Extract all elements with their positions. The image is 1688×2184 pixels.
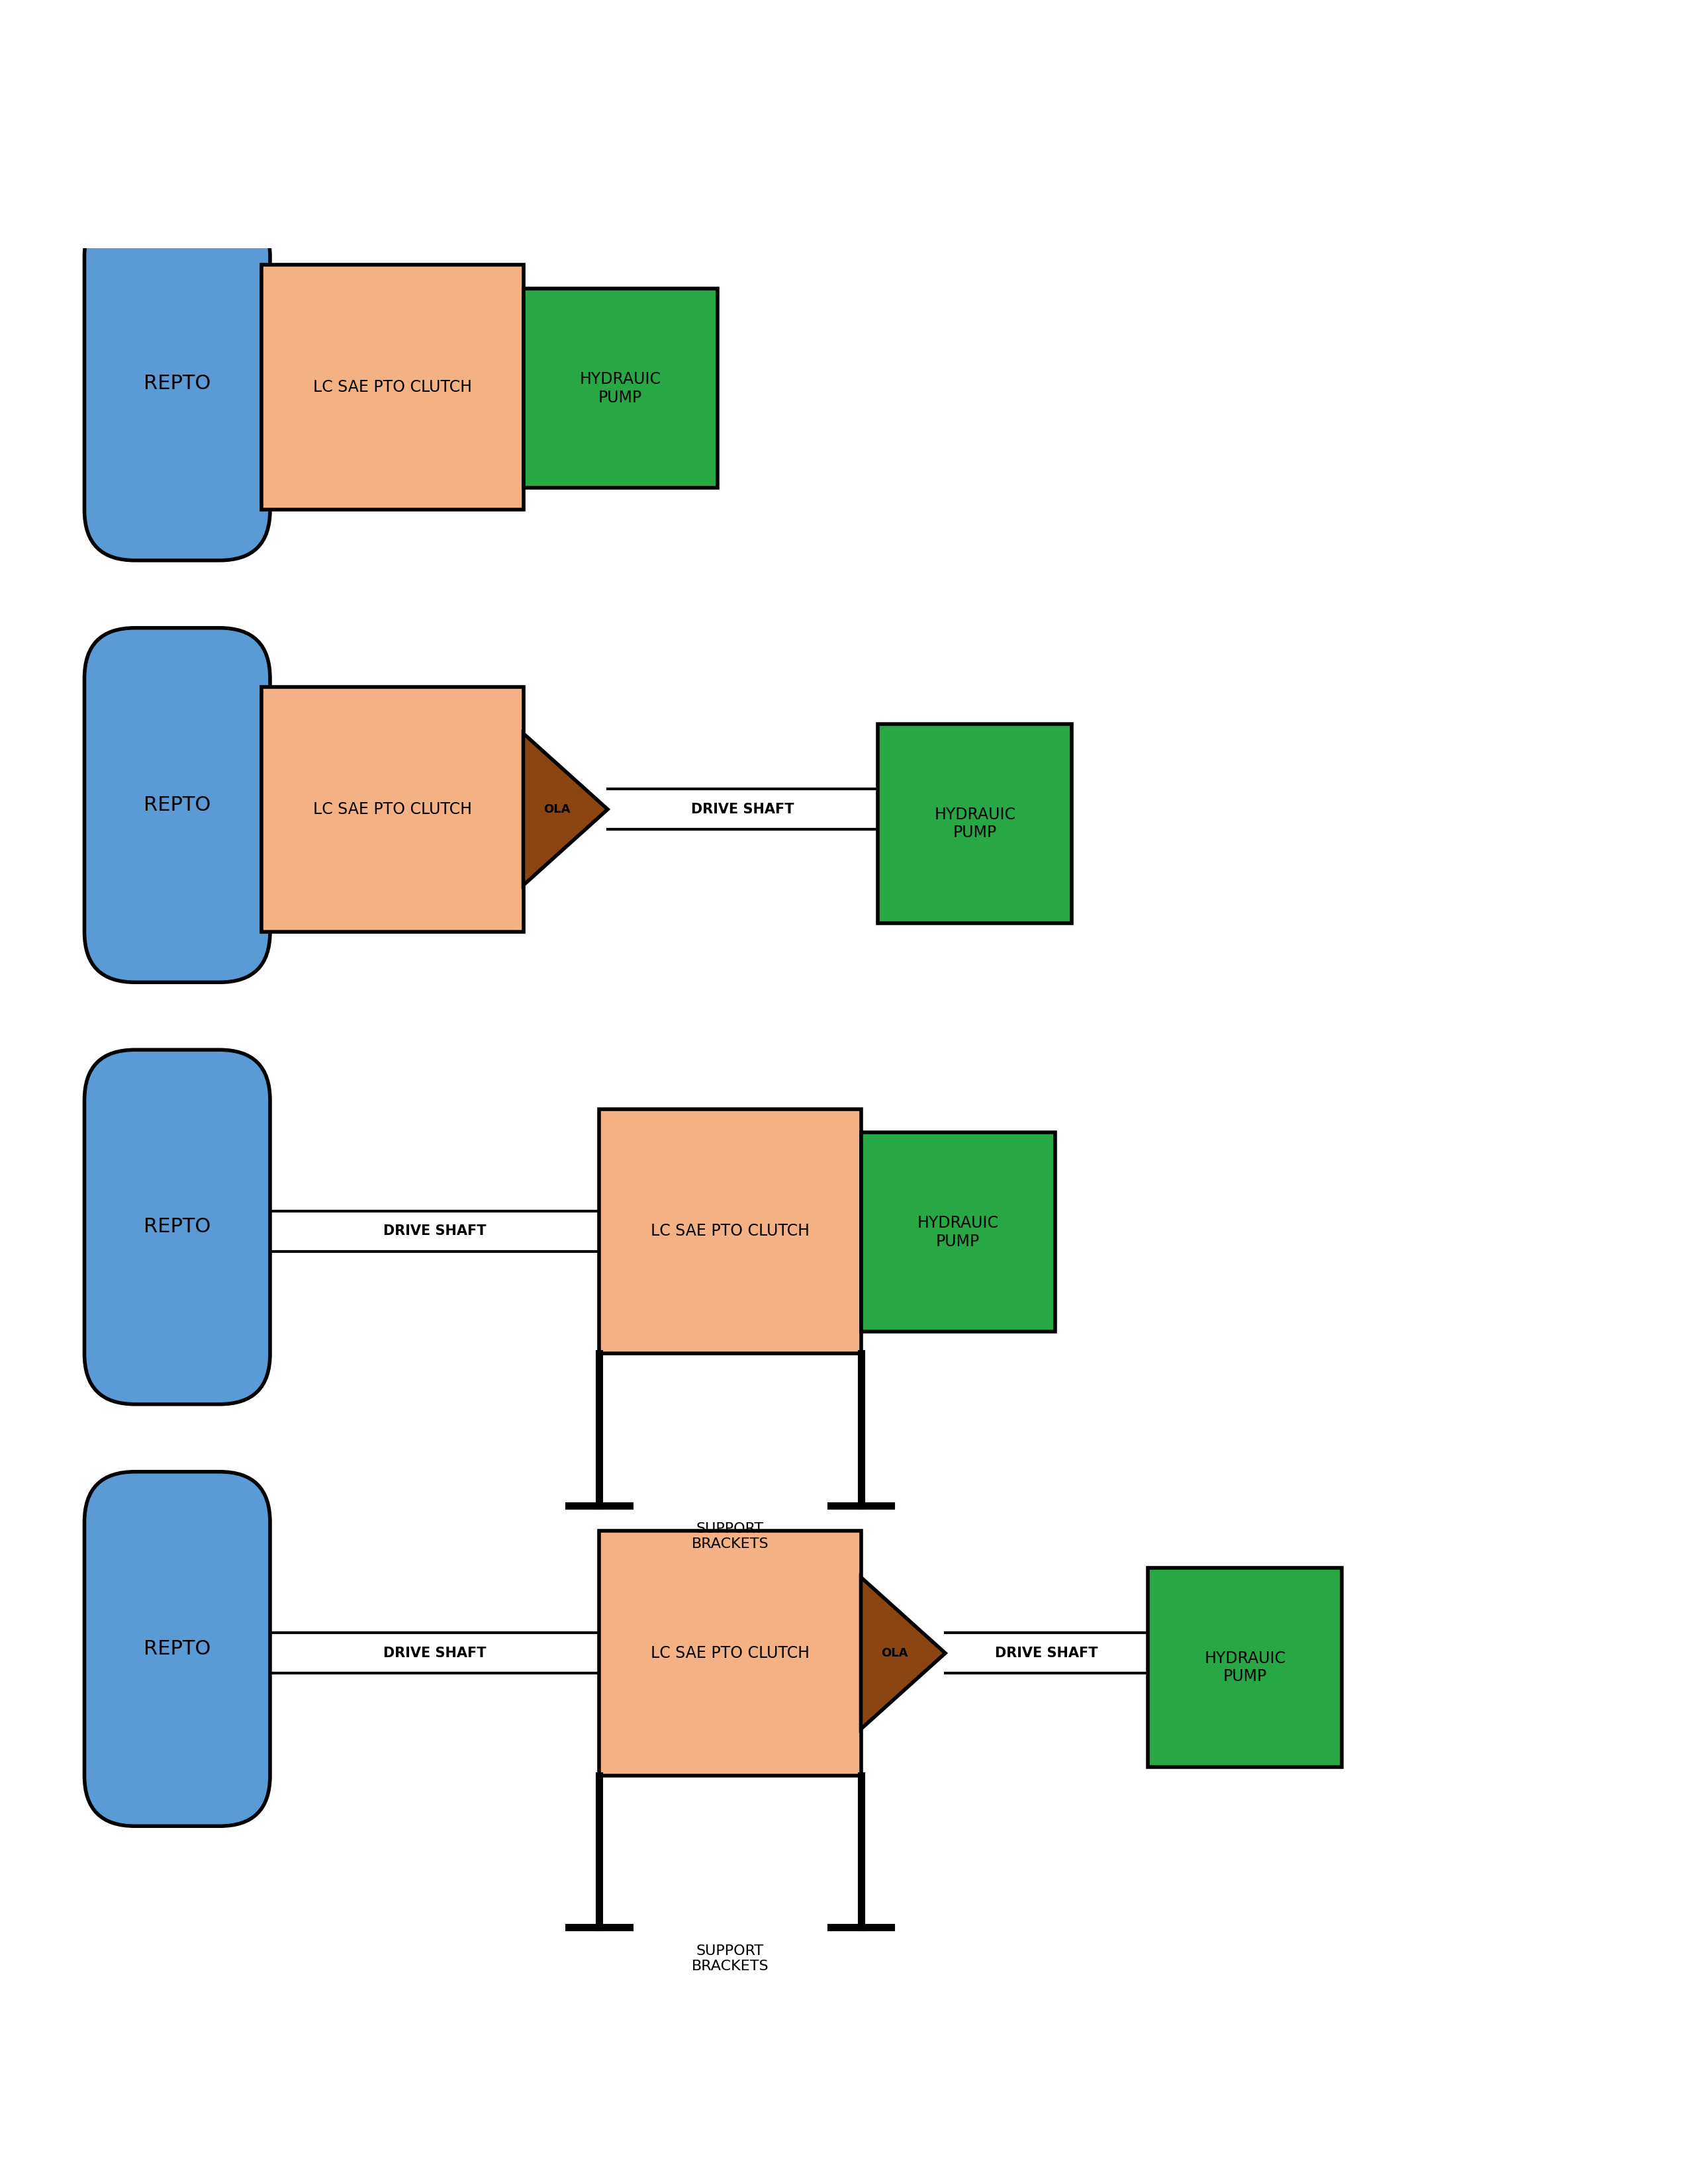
Text: HYDRAUIC
PUMP: HYDRAUIC PUMP	[1204, 1651, 1286, 1684]
Text: OLA: OLA	[881, 1647, 908, 1660]
Text: OLA: OLA	[544, 804, 571, 815]
Polygon shape	[861, 1577, 945, 1730]
Text: REPTO: REPTO	[143, 1216, 211, 1236]
Polygon shape	[523, 734, 608, 885]
Text: HYDRAUIC
PUMP: HYDRAUIC PUMP	[917, 1214, 999, 1249]
Bar	[262, 688, 523, 933]
Text: DRIVE SHAFT: DRIVE SHAFT	[996, 1647, 1097, 1660]
FancyBboxPatch shape	[84, 1051, 270, 1404]
Text: SUPPORT
BRACKETS: SUPPORT BRACKETS	[692, 1522, 768, 1551]
Text: REPTO: REPTO	[143, 795, 211, 815]
Text: LC SAE PTO CLUTCH: LC SAE PTO CLUTCH	[312, 380, 473, 395]
Bar	[262, 264, 523, 509]
Text: LC SAE PTO CLUTCH: LC SAE PTO CLUTCH	[650, 1645, 810, 1662]
Text: LC SAE PTO CLUTCH: LC SAE PTO CLUTCH	[312, 802, 473, 817]
Text: REPTO: REPTO	[143, 1640, 211, 1658]
Bar	[523, 288, 717, 487]
Text: DRIVE SHAFT: DRIVE SHAFT	[383, 1225, 486, 1238]
Text: DRIVE SHAFT: DRIVE SHAFT	[383, 1647, 486, 1660]
Text: SUPPORT
BRACKETS: SUPPORT BRACKETS	[692, 1944, 768, 1972]
Bar	[599, 1531, 861, 1776]
Text: DRIVE SHAFT: DRIVE SHAFT	[692, 804, 793, 817]
Bar	[861, 1133, 1055, 1332]
Bar	[599, 1109, 861, 1354]
Text: HYDRAUIC
PUMP: HYDRAUIC PUMP	[579, 371, 662, 406]
Text: LC SAE PTO CLUTCH: LC SAE PTO CLUTCH	[650, 1223, 810, 1238]
Bar	[878, 725, 1072, 924]
FancyBboxPatch shape	[84, 629, 270, 983]
FancyBboxPatch shape	[84, 205, 270, 561]
Text: REPTO: REPTO	[143, 373, 211, 393]
Text: HYDRAUIC
PUMP: HYDRAUIC PUMP	[933, 806, 1016, 841]
Bar	[1148, 1568, 1342, 1767]
FancyBboxPatch shape	[84, 1472, 270, 1826]
